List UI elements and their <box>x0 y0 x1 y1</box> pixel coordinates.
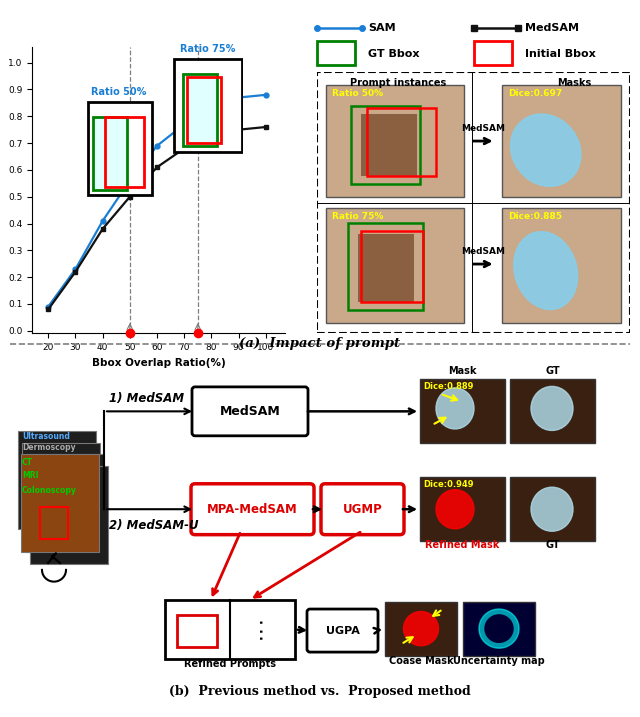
Text: Prompt instances: Prompt instances <box>350 78 447 88</box>
Bar <box>18 431 96 529</box>
Bar <box>361 232 424 302</box>
Text: (a)  Impact of prompt: (a) Impact of prompt <box>239 337 401 350</box>
Bar <box>510 379 595 442</box>
Bar <box>367 108 436 176</box>
Ellipse shape <box>436 388 474 429</box>
Ellipse shape <box>531 487 573 531</box>
Bar <box>348 224 424 310</box>
Bar <box>385 602 457 656</box>
Ellipse shape <box>511 114 581 186</box>
Text: MedSAM: MedSAM <box>220 405 280 418</box>
Text: 1) MedSAM: 1) MedSAM <box>109 391 184 404</box>
X-axis label: Bbox Overlap Ratio(%): Bbox Overlap Ratio(%) <box>92 358 225 368</box>
Bar <box>21 455 99 552</box>
FancyBboxPatch shape <box>191 484 314 535</box>
Text: $\mathbf{\cdot\cdot\cdot}$: $\mathbf{\cdot\cdot\cdot}$ <box>256 619 269 641</box>
Text: Dice:0.885: Dice:0.885 <box>508 212 562 221</box>
Text: Dice:0.949: Dice:0.949 <box>423 480 474 489</box>
Text: GT Bbox: GT Bbox <box>368 49 419 59</box>
Text: Dermoscopy: Dermoscopy <box>22 444 76 452</box>
Bar <box>474 41 512 65</box>
Text: Masks: Masks <box>557 78 591 88</box>
Bar <box>351 105 420 184</box>
Text: GT: GT <box>545 541 560 551</box>
Bar <box>30 466 108 564</box>
Text: Refined Prompts: Refined Prompts <box>184 659 276 669</box>
Bar <box>420 379 505 442</box>
Text: Dice:0.697: Dice:0.697 <box>508 89 563 98</box>
Y-axis label: Dice: Dice <box>0 176 3 204</box>
Text: CT: CT <box>22 458 33 467</box>
Text: Ratio 75%: Ratio 75% <box>333 212 384 221</box>
Bar <box>22 442 100 541</box>
Bar <box>317 41 355 65</box>
Text: MedSAM: MedSAM <box>461 247 505 255</box>
Bar <box>187 77 221 143</box>
Polygon shape <box>485 615 513 642</box>
Text: Initial Bbox: Initial Bbox <box>525 49 596 59</box>
Bar <box>361 113 417 176</box>
Text: Ultrasound: Ultrasound <box>22 432 70 441</box>
Text: Ratio 50%: Ratio 50% <box>91 87 146 97</box>
Text: MedSAM: MedSAM <box>461 123 505 133</box>
Ellipse shape <box>403 612 438 646</box>
Text: Ratio 50%: Ratio 50% <box>333 89 383 98</box>
Text: Coase Mask: Coase Mask <box>388 656 453 666</box>
Bar <box>326 85 464 197</box>
Bar <box>463 602 535 656</box>
Ellipse shape <box>514 232 578 310</box>
Bar <box>358 234 414 302</box>
FancyBboxPatch shape <box>192 387 308 436</box>
Bar <box>420 477 505 541</box>
Text: Mask: Mask <box>448 366 477 376</box>
Text: 2) MedSAM-U: 2) MedSAM-U <box>109 519 198 532</box>
Bar <box>510 477 595 541</box>
Bar <box>93 117 127 191</box>
Bar <box>326 208 464 323</box>
Text: Refined Mask: Refined Mask <box>426 541 500 551</box>
Text: MedSAM: MedSAM <box>525 23 579 33</box>
Text: UGPA: UGPA <box>326 625 360 635</box>
Text: Dice:0.889: Dice:0.889 <box>423 382 474 391</box>
Text: SAM: SAM <box>368 23 396 33</box>
Text: Colonoscopy: Colonoscopy <box>22 485 77 495</box>
Bar <box>502 208 621 323</box>
Text: MRI: MRI <box>22 471 38 480</box>
Bar <box>165 600 295 659</box>
Polygon shape <box>479 609 519 648</box>
FancyBboxPatch shape <box>321 484 404 535</box>
Bar <box>177 615 217 647</box>
Text: Ratio 75%: Ratio 75% <box>180 44 236 54</box>
Text: UGMP: UGMP <box>342 503 382 516</box>
Text: (b)  Previous method vs.  Proposed method: (b) Previous method vs. Proposed method <box>169 685 471 698</box>
Ellipse shape <box>531 386 573 430</box>
Text: GT: GT <box>545 366 560 376</box>
Bar <box>184 74 217 146</box>
Text: MPA-MedSAM: MPA-MedSAM <box>207 503 298 516</box>
Text: Uncertainty map: Uncertainty map <box>453 656 545 666</box>
FancyBboxPatch shape <box>307 609 378 652</box>
Ellipse shape <box>436 490 474 529</box>
Bar <box>502 85 621 197</box>
Bar <box>40 507 68 538</box>
Bar <box>26 455 104 552</box>
Bar <box>105 117 144 188</box>
